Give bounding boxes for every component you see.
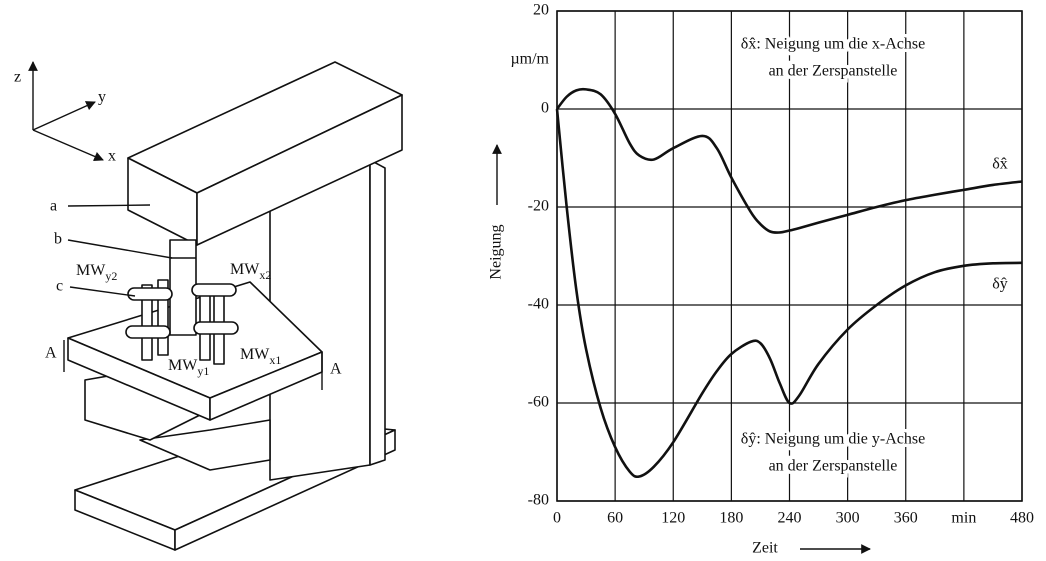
dimension-label: A	[45, 345, 57, 362]
y-tick-label: -40	[528, 296, 549, 313]
x-tick-label: 300	[836, 510, 860, 527]
chart: -80 -60 -40 -20 0 20 0 60 120 180 240 300 360 min 480 µ…	[488, 2, 1034, 557]
axis-arrow	[32, 101, 96, 131]
sensor-label: MWx1	[240, 346, 281, 367]
gauge	[141, 284, 153, 361]
sensor-label: MW	[168, 357, 198, 374]
sensor-sub: y1	[197, 364, 209, 378]
head	[196, 94, 403, 246]
part-label: a	[50, 198, 57, 215]
gauge	[125, 325, 171, 339]
leader	[69, 286, 136, 297]
dimension-label: A	[330, 361, 342, 378]
x-tick-label: 60	[607, 510, 623, 527]
x-tick-label: 360	[894, 510, 918, 527]
axis-arrow	[32, 129, 104, 162]
sensor-label: MWx2	[230, 261, 271, 282]
gauge	[193, 321, 239, 335]
sensor-label: MW	[240, 346, 270, 363]
axis-label: z	[14, 69, 21, 86]
sensor-label: MWy1	[168, 357, 209, 378]
gauge	[127, 287, 173, 301]
sensor-sub: x1	[269, 353, 281, 367]
x-tick-label: 180	[719, 510, 743, 527]
column-foot	[139, 419, 271, 471]
x-tick-label: 0	[553, 510, 561, 527]
sensor-label: MWy2	[76, 262, 117, 283]
y-tick-label: 20	[533, 2, 549, 19]
x-tick-label: 120	[661, 510, 685, 527]
annotation: an der Zerspanstelle	[769, 458, 898, 475]
x-label: Zeit	[752, 540, 778, 557]
sensor-sub: x2	[259, 268, 271, 282]
y-tick-label: -20	[528, 198, 549, 215]
series-label: δŷ	[992, 276, 1008, 293]
machine-drawing: z y x a b c MWy2 MWx2 MWy1 MWx1 A A	[14, 61, 403, 551]
column	[369, 159, 386, 466]
axis-label: x	[108, 148, 116, 165]
sensor-label: MW	[230, 261, 260, 278]
y-tick-label: -80	[528, 492, 549, 509]
part-label: b	[54, 231, 62, 248]
axis-label: y	[98, 89, 106, 106]
part-label: c	[56, 278, 63, 295]
x-tick-label: 480	[1010, 510, 1034, 527]
sensor-label: MW	[76, 262, 106, 279]
y-tick-label: -60	[528, 394, 549, 411]
y-label: Neigung	[488, 224, 505, 279]
sensor-sub: y2	[105, 269, 117, 283]
x-tick-label: min	[951, 510, 976, 527]
annotation: δx̂: Neigung um die x-Achse	[741, 36, 925, 53]
series-line	[555, 108, 1023, 479]
leader	[67, 204, 151, 207]
series-line	[555, 87, 1023, 234]
leader	[67, 239, 173, 259]
annotation: δŷ: Neigung um die y-Achse	[741, 431, 925, 448]
gauge	[191, 283, 237, 297]
x-tick-label: 240	[778, 510, 802, 527]
y-unit: µm/m	[510, 51, 549, 68]
y-tick-label: 0	[541, 100, 549, 117]
gauge	[157, 279, 169, 356]
series-label: δx̂	[992, 156, 1008, 173]
annotation: an der Zerspanstelle	[769, 63, 898, 80]
